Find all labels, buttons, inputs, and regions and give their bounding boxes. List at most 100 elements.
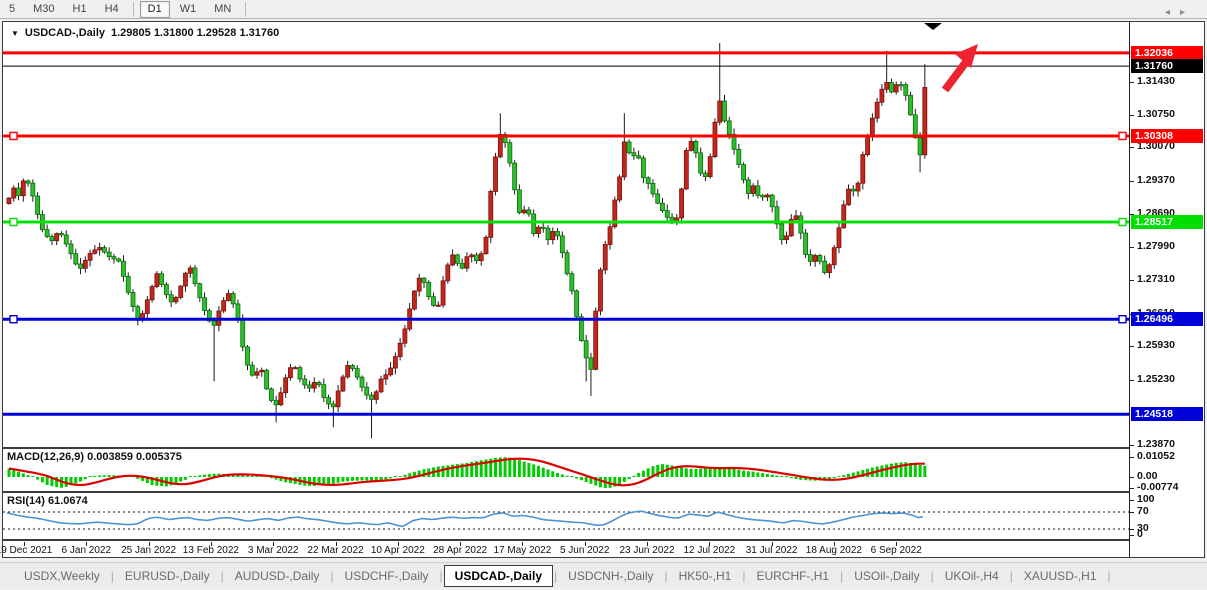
line-handle[interactable] [1118,217,1127,227]
timeframe-button-d1[interactable]: D1 [139,0,170,18]
tick-mark [1130,512,1134,513]
line-handle[interactable] [9,315,18,324]
chart-symbol-label: USDCAD-,Daily [24,27,105,39]
chart-ohlc-values: 1.29805 1.31800 1.29528 1.31760 [111,27,280,39]
price-line-label: 1.30308 [1131,128,1203,143]
line-handle[interactable] [9,217,18,227]
tick-mark [1130,535,1134,536]
triangle-marker-icon[interactable] [924,23,942,30]
price-line-label: 1.26496 [1131,312,1203,327]
tab-eurusd-daily[interactable]: EURUSD-,Daily [124,568,210,583]
price-line-label: 1.28517 [1131,215,1203,230]
tab-separator: | [1107,568,1111,583]
tab-separator: | [930,568,934,583]
tick-mark [1130,82,1134,83]
tab-separator: | [330,568,334,583]
tab-separator: | [1009,568,1013,583]
status-bar [0,588,1207,590]
chevron-down-icon[interactable]: ▼ [11,28,19,38]
tab-usdcad-daily[interactable]: USDCAD-,Daily [443,564,554,587]
tab-usdx-weekly[interactable]: USDX,Weekly [24,568,100,583]
macd-label: MACD(12,26,9) 0.003859 0.005375 [7,451,182,463]
axis-tick-label: 1.31430 [1137,75,1175,87]
axis-tick-label: 30 [1137,522,1149,534]
date-label: 5 Jun 2022 [559,545,610,556]
date-label: 19 Dec 2021 [0,545,53,556]
date-tick-mark [647,542,648,546]
tab-scroll-right-icon[interactable]: ▸ [1179,7,1195,18]
axis-tick-label: 1.27310 [1137,273,1175,286]
tab-usdcnh-daily[interactable]: USDCNH-,Daily [568,568,654,583]
axis-tick-label: 100 [1137,493,1155,505]
axis-tick-label: 70 [1137,505,1149,517]
date-tick-mark [771,542,773,546]
tab-scroll-left-icon[interactable]: ◂ [1164,7,1180,18]
axis-tick-label: 0 [1137,528,1143,540]
axis-tick-label: -0.00774 [1137,481,1179,493]
arrow-annotation-icon[interactable] [941,44,978,93]
timeframe-toolbar: 5 M30 H1 H4 D1 W1 MN [0,0,1207,19]
date-label: 6 Sep 2022 [870,545,922,556]
axis-tick-label: 1.25930 [1137,339,1175,352]
chart-window: ▼ USDCAD-,Daily 1.29805 1.31800 1.29528 … [0,21,1205,558]
date-tick-mark [273,542,275,546]
price-axis: 1.31430 1.30750 1.30070 1.29370 1.28690 1.279… [1129,22,1204,557]
date-label: 12 Jul 2022 [683,545,736,556]
tab-separator: | [840,568,844,583]
timeframe-button-5[interactable]: 5 [9,2,16,15]
date-tick-mark [833,542,835,546]
price-line-label: 1.31760 [1131,59,1203,74]
pane-separator[interactable] [3,447,1129,449]
date-label: 28 Apr 2022 [433,545,488,556]
timeframe-button-mn[interactable]: MN [214,2,232,15]
date-tick-mark [896,542,898,546]
timeframe-button-m30[interactable]: M30 [33,2,55,15]
axis-tick-label: 1.29370 [1137,174,1175,187]
tab-xauusd-h1[interactable]: XAUUSD-,H1 [1023,568,1097,583]
date-tick-mark [335,542,337,546]
tab-hk50-h1[interactable]: HK50-,H1 [678,568,732,583]
axis-tick-label: 1.30070 [1137,140,1175,153]
date-label: 23 Jun 2022 [619,545,675,556]
pane-separator [3,539,1129,541]
tick-mark [1130,477,1134,478]
pane-separator[interactable] [3,491,1129,493]
line-handle[interactable] [1118,131,1127,141]
axis-tick-label: 0.00 [1137,470,1158,482]
axis-tick-label: 1.30750 [1137,107,1175,120]
tab-separator: | [554,568,558,583]
date-tick-mark [397,542,399,546]
date-label: 3 Mar 2022 [247,545,299,556]
line-handle[interactable] [1118,315,1127,324]
tick-mark [1130,488,1134,489]
price-chart-pane[interactable] [3,22,1129,447]
tab-ukoil-h4[interactable]: UKOil-,H4 [944,568,999,583]
tab-usdchf-daily[interactable]: USDCHF-,Daily [344,568,429,583]
tab-audusd-daily[interactable]: AUDUSD-,Daily [234,568,320,583]
tick-mark [1130,147,1134,149]
macd-pane [7,457,927,489]
tab-eurchf-h1[interactable]: EURCHF-,H1 [756,568,830,583]
price-line-label: 1.32036 [1131,45,1203,60]
timeframe-button-h1[interactable]: H1 [72,2,87,15]
date-label: 13 Feb 2022 [182,545,239,556]
tick-mark [1130,114,1134,116]
rsi-pane [3,510,1129,530]
tab-scroll-arrows: ◂▸ [1165,7,1195,18]
axis-tick-label: 1.25230 [1137,373,1175,386]
tab-usoil-daily[interactable]: USOil-,Daily [854,568,920,583]
tick-mark [1130,181,1134,183]
date-label: 18 Aug 2022 [805,545,862,556]
date-tick-mark [709,542,711,546]
tick-mark [1130,380,1134,382]
date-tick-mark [86,542,88,546]
date-tick-mark [584,542,586,546]
toolbar-separator [132,1,134,17]
timeframe-button-w1[interactable]: W1 [179,2,197,15]
tick-mark [1130,247,1134,249]
tab-separator: | [439,568,443,583]
price-line-label: 1.24518 [1131,407,1203,422]
line-handle[interactable] [9,131,18,141]
timeframe-button-h4[interactable]: H4 [104,2,119,15]
tick-mark [1130,346,1134,348]
